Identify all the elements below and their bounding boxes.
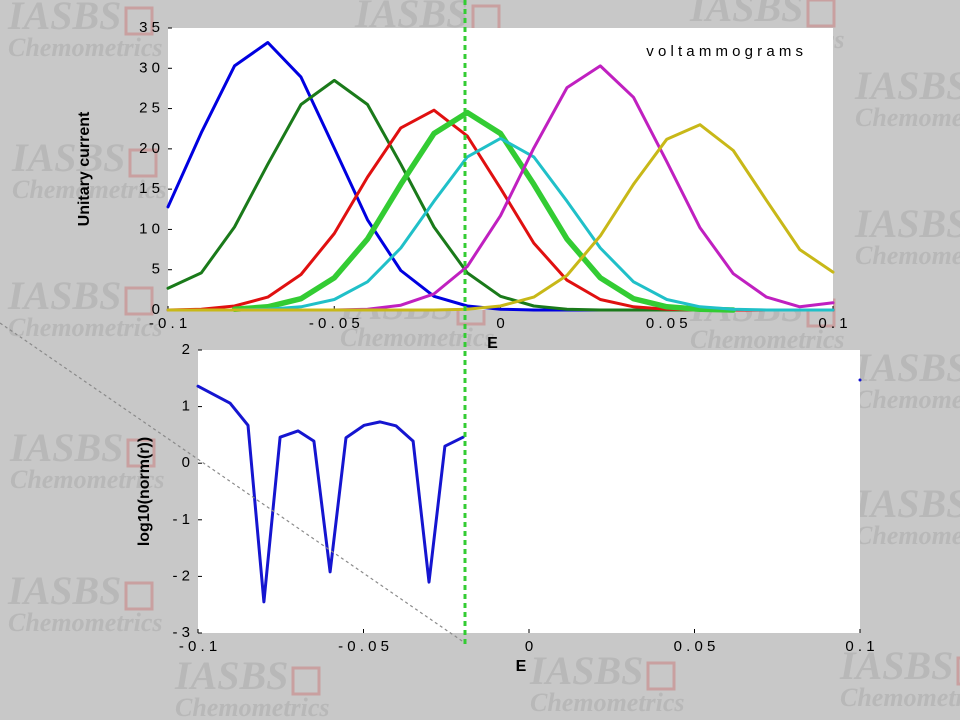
y-tick-label: 1 0 xyxy=(139,220,160,237)
watermark-title: IASBS xyxy=(689,0,803,30)
watermark-title: IASBS xyxy=(11,135,125,180)
watermark-logo xyxy=(646,661,676,691)
y-axis-label: log10(norm(r)) xyxy=(136,437,153,546)
x-tick-label: 0 . 0 5 xyxy=(646,315,688,332)
x-tick-label: - 0 . 0 5 xyxy=(309,315,360,332)
x-tick-label: - 0 . 1 xyxy=(179,638,217,655)
watermark-logo xyxy=(128,148,158,178)
watermark-title: IASBS xyxy=(854,345,960,390)
data-line xyxy=(196,378,862,604)
y-tick-label: 0 xyxy=(152,301,160,318)
watermark-logo xyxy=(806,0,836,28)
plots: 0 5 1 0 1 5 2 0 2 5 3 0 3 5 - 0 . 1 - 0 . 0 5 0 0 .… xyxy=(76,19,874,675)
plot-area xyxy=(168,28,833,310)
watermark-logo xyxy=(956,656,960,686)
watermark-logo xyxy=(124,6,154,36)
data-line xyxy=(231,109,737,313)
watermark-logo xyxy=(124,581,154,611)
diagonal-guide xyxy=(0,322,466,644)
watermark-logo xyxy=(291,666,321,696)
x-tick-label: - 0 . 1 xyxy=(149,315,187,332)
watermark-title: IASBS xyxy=(9,425,123,470)
y-tick-label: 2 0 xyxy=(139,140,160,157)
watermark-subtitle: Chemometrics xyxy=(855,103,960,132)
x-tick-label: 0 . 1 xyxy=(818,315,847,332)
watermark-subtitle: Chemometrics xyxy=(175,693,330,720)
watermark-subtitle: Chemometrics xyxy=(10,465,165,494)
watermark-logo xyxy=(126,438,156,468)
watermark-subtitle: Chemometrics xyxy=(840,683,960,712)
chart: 2 1 0 - 1 - 2 - 3- 0 . 1 - 0 . 0 5 0 0 . 0 5 0 . … xyxy=(136,341,874,675)
y-tick-label: - 1 xyxy=(172,511,190,528)
watermark-title: IASBS xyxy=(854,481,960,526)
y-tick-label: 0 xyxy=(182,454,190,471)
data-line xyxy=(166,136,835,312)
y-tick-label: 1 xyxy=(182,398,190,415)
watermark-subtitle: Chemometrics xyxy=(855,521,960,550)
x-tick-label: 0 xyxy=(496,315,504,332)
x-tick-label: - 0 . 0 5 xyxy=(338,638,389,655)
y-tick-label: 2 5 xyxy=(139,100,160,117)
watermark-subtitle: Chemometrics xyxy=(8,33,163,62)
y-tick-label: - 3 xyxy=(172,624,190,641)
y-tick-label: 1 5 xyxy=(139,180,160,197)
watermark-title: IASBS xyxy=(839,643,953,688)
y-tick-label: 2 xyxy=(182,341,190,358)
watermark-subtitle: Chemometrics xyxy=(530,688,685,717)
watermark-subtitle: Chemometrics xyxy=(690,325,845,354)
watermark-logo xyxy=(124,286,154,316)
y-tick-label: - 2 xyxy=(172,567,190,584)
data-line xyxy=(166,123,835,312)
x-axis-label: E xyxy=(487,335,498,352)
watermark-title: IASBS xyxy=(854,63,960,108)
watermark-title: IASBS xyxy=(7,0,121,38)
watermark-subtitle: Chemometrics xyxy=(8,608,163,637)
plot-area xyxy=(198,350,860,633)
watermark-title: IASBS xyxy=(7,273,121,318)
y-axis-label: Unitary current xyxy=(76,111,93,226)
watermark-subtitle: Chemometrics xyxy=(340,323,495,352)
chart: 0 5 1 0 1 5 2 0 2 5 3 0 3 5 - 0 . 1 - 0 . 0 5 0 0 .… xyxy=(76,19,847,352)
y-tick-label: 3 0 xyxy=(139,59,160,76)
x-tick-label: 0 . 1 xyxy=(845,638,874,655)
watermark-title: IASBS xyxy=(7,568,121,613)
x-tick-label: 0 xyxy=(525,638,533,655)
x-axis-label: E xyxy=(516,658,527,675)
y-tick-label: 3 5 xyxy=(139,19,160,36)
watermark-subtitle: Chemometrics xyxy=(12,175,167,204)
watermark-title: IASBS xyxy=(174,653,288,698)
watermark-title: IASBS xyxy=(854,201,960,246)
watermark-title: IASBS xyxy=(529,648,643,693)
y-tick-label: 5 xyxy=(152,261,160,278)
watermark-subtitle: Chemometrics xyxy=(855,241,960,270)
watermark-subtitle: Chemometrics xyxy=(855,385,960,414)
watermark-subtitle: Chemometrics xyxy=(8,313,163,342)
chart-title: v o l t a m m o g r a m s xyxy=(646,43,803,60)
x-tick-label: 0 . 0 5 xyxy=(674,638,716,655)
